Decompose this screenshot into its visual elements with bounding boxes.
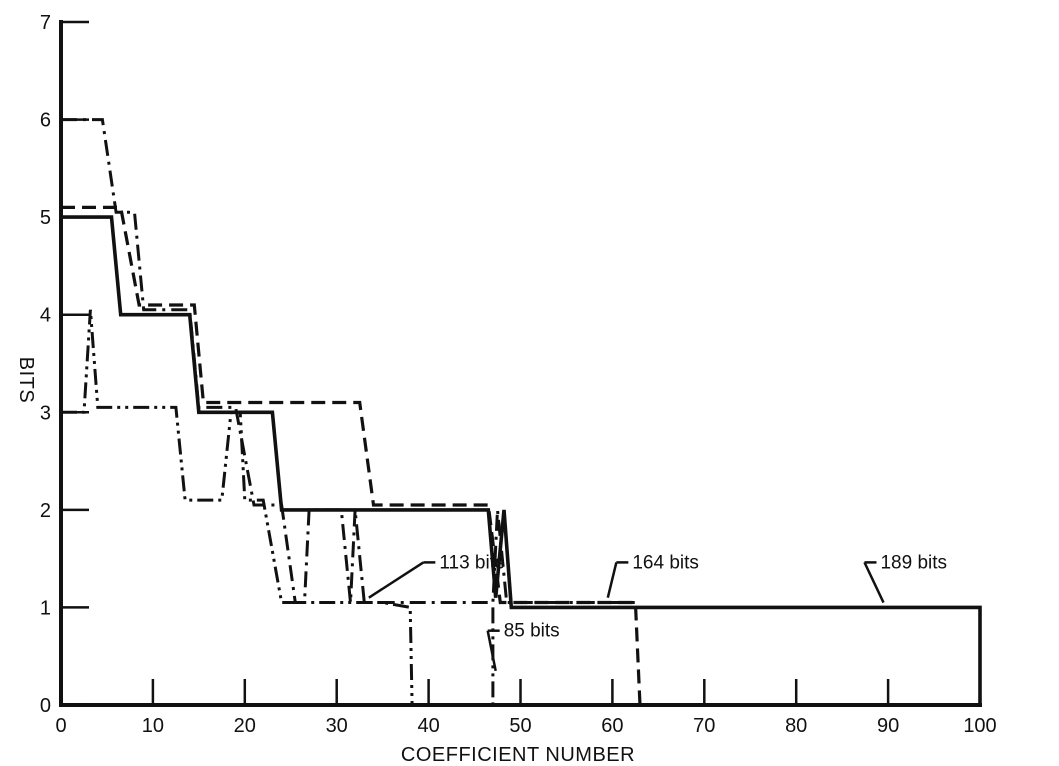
series-line-2 xyxy=(61,205,642,706)
x-tick-label: 100 xyxy=(963,715,996,737)
y-axis-title: BITS xyxy=(15,357,37,403)
annotation-label: 164 bits xyxy=(632,552,699,573)
annotations: 113 bits 164 bits 189 bits 85 bits xyxy=(368,552,947,672)
y-tick-label: 6 xyxy=(40,110,51,132)
y-tick-label: 0 xyxy=(40,695,51,717)
x-axis-title: COEFFICIENT NUMBER xyxy=(401,744,635,766)
annotation-leader xyxy=(486,630,497,672)
y-tick-label: 5 xyxy=(40,207,51,229)
x-tick-label: 70 xyxy=(693,715,715,737)
annotation-label: 189 bits xyxy=(880,552,947,573)
x-tick-label: 40 xyxy=(417,715,439,737)
x-tick-label: 90 xyxy=(877,715,899,737)
axes: 0 10 20 30 40 50 60 70 80 90 100 0 1 2 3 4 5 6 7 xyxy=(40,12,997,737)
annotation-leader xyxy=(368,561,425,599)
x-tick-label: 60 xyxy=(601,715,623,737)
y-tick-label: 3 xyxy=(40,402,51,424)
x-tick-label: 80 xyxy=(785,715,807,737)
y-tick-label: 1 xyxy=(40,597,51,619)
x-tick-label: 0 xyxy=(55,715,66,737)
y-tick-label: 7 xyxy=(40,12,51,34)
annotation-label: 85 bits xyxy=(504,621,560,642)
x-tick-label: 20 xyxy=(234,715,256,737)
x-tick-label: 30 xyxy=(326,715,348,737)
y-tick-label: 4 xyxy=(40,305,51,327)
series-line-4 xyxy=(61,309,414,706)
x-tick-label: 10 xyxy=(142,715,164,737)
annotation-leader xyxy=(863,561,885,604)
annotation-label: 113 bits xyxy=(439,552,504,573)
series-line-3 xyxy=(61,118,636,604)
y-tick-label: 2 xyxy=(40,500,51,522)
series-layer xyxy=(61,118,982,706)
annotation-leader xyxy=(606,562,618,598)
x-tick-label: 50 xyxy=(509,715,531,737)
